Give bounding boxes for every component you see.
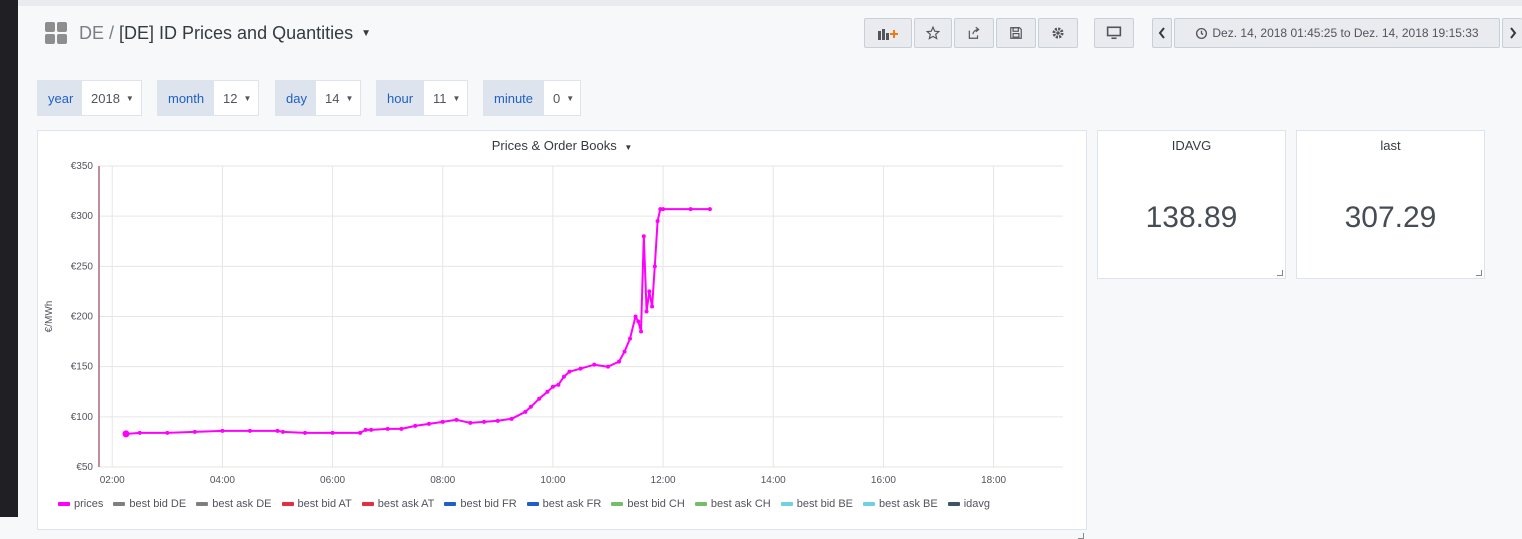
legend-label: prices [74, 498, 104, 510]
variable-month-value: 12 [223, 90, 238, 106]
idavg-value: 138.89 [1145, 201, 1238, 234]
settings-button[interactable] [1038, 18, 1078, 48]
variable-month-select[interactable]: 12 ▼ [213, 80, 259, 116]
caret-down-icon: ▼ [125, 93, 134, 103]
left-sidebar-strip [0, 0, 18, 517]
variable-year-select[interactable]: 2018 ▼ [81, 80, 142, 116]
idavg-stat-panel: IDAVG 138.89 [1097, 130, 1286, 279]
chevron-right-icon [1509, 27, 1516, 39]
variable-day-label: day [275, 80, 315, 116]
clock-icon [1196, 27, 1208, 39]
add-panel-icon [878, 29, 898, 40]
breadcrumb-separator: / [109, 22, 115, 43]
legend-item[interactable]: best bid DE [113, 498, 186, 510]
legend-swatch [444, 502, 457, 506]
legend-swatch [361, 502, 374, 506]
legend-label: best ask DE [212, 498, 272, 510]
chevron-down-icon[interactable]: ▼ [361, 27, 372, 39]
view-mode-button[interactable] [1094, 18, 1134, 48]
resize-handle[interactable] [1277, 270, 1283, 276]
variable-day-value: 14 [325, 90, 340, 106]
variable-day-select[interactable]: 14 ▼ [315, 80, 361, 116]
legend-swatch [694, 502, 707, 506]
time-back-button[interactable] [1152, 18, 1172, 48]
last-title[interactable]: last [1380, 138, 1401, 153]
save-button[interactable] [996, 18, 1036, 48]
legend-swatch [113, 502, 126, 506]
legend-label: best bid DE [129, 498, 187, 510]
legend-label: best ask BE [879, 498, 938, 510]
legend-label: best ask AT [377, 498, 435, 510]
legend-swatch [863, 502, 876, 506]
chevron-left-icon [1158, 27, 1165, 39]
last-value: 307.29 [1344, 201, 1437, 234]
variable-minute-value: 0 [553, 90, 561, 106]
legend-item[interactable]: prices [58, 498, 103, 510]
dashboard-grid-icon [45, 22, 67, 44]
variable-year-value: 2018 [91, 90, 120, 106]
legend-item[interactable]: best ask FR [526, 498, 602, 510]
legend-swatch [58, 502, 70, 506]
legend-swatch [281, 502, 294, 506]
caret-down-icon: ▼ [243, 93, 252, 103]
resize-handle[interactable] [1476, 270, 1482, 276]
time-range-picker[interactable]: Dez. 14, 2018 01:45:25 to Dez. 14, 2018 … [1174, 18, 1500, 48]
legend-label: best bid BE [796, 498, 854, 510]
gear-icon [1052, 27, 1064, 39]
legend-label: idavg [963, 498, 991, 510]
legend-swatch [780, 502, 793, 506]
breadcrumb-folder[interactable]: DE [79, 22, 105, 43]
monitor-icon [1106, 26, 1122, 40]
legend-label: best bid AT [297, 498, 352, 510]
prices-chart-panel: Prices & Order Books ▼ [37, 130, 1087, 539]
dashboard-title[interactable]: [DE] ID Prices and Quantities [119, 22, 354, 43]
legend-item[interactable]: best ask CH [694, 498, 771, 510]
legend-label: best bid CH [627, 498, 685, 510]
legend-swatch [947, 502, 960, 506]
variable-year-label: year [37, 80, 81, 116]
variable-hour-value: 11 [433, 90, 447, 106]
legend-item[interactable]: best bid FR [444, 498, 517, 510]
legend-swatch [611, 502, 624, 506]
variable-hour-select[interactable]: 11 ▼ [423, 80, 468, 116]
idavg-title[interactable]: IDAVG [1171, 138, 1212, 153]
legend-swatch [526, 502, 539, 506]
legend-label: best ask CH [710, 498, 771, 510]
variable-hour-label: hour [376, 80, 423, 116]
top-border [18, 0, 1522, 6]
star-button[interactable] [914, 18, 952, 48]
variable-minute-label: minute [483, 80, 543, 116]
legend-item[interactable]: best ask BE [863, 498, 938, 510]
caret-down-icon[interactable]: ▼ [624, 143, 633, 152]
chart-panel-header[interactable]: Prices & Order Books ▼ [38, 138, 1086, 153]
caret-down-icon: ▼ [566, 93, 575, 103]
legend-item[interactable]: best bid BE [780, 498, 854, 510]
variable-minute-select[interactable]: 0 ▼ [543, 80, 581, 116]
breadcrumb[interactable]: DE / [DE] ID Prices and Quantities ▼ [45, 22, 371, 44]
caret-down-icon: ▼ [452, 93, 461, 103]
legend-item[interactable]: best ask AT [361, 498, 435, 510]
legend-item[interactable]: best bid AT [281, 498, 352, 510]
resize-handle[interactable] [1078, 533, 1084, 539]
legend-item[interactable]: best ask DE [196, 498, 272, 510]
legend-swatch [196, 502, 209, 506]
caret-down-icon: ▼ [345, 93, 354, 103]
save-icon [1010, 27, 1022, 39]
legend-label: best ask FR [542, 498, 602, 510]
share-button[interactable] [954, 18, 994, 48]
legend-label: best bid FR [460, 498, 517, 510]
last-stat-panel: last 307.29 [1296, 130, 1485, 279]
add-panel-button[interactable] [864, 18, 912, 48]
chart-panel-title[interactable]: Prices & Order Books [491, 138, 617, 153]
legend-item[interactable]: idavg [947, 498, 991, 510]
legend-item[interactable]: best bid CH [611, 498, 685, 510]
time-range-label: Dez. 14, 2018 01:45:25 to Dez. 14, 2018 … [1212, 26, 1479, 40]
chart-legend: prices best bid DE best ask DE best bid AT b… [58, 498, 1000, 510]
share-icon [968, 26, 980, 39]
star-icon [926, 26, 940, 40]
time-forward-button[interactable] [1502, 18, 1522, 48]
variable-month-label: month [157, 80, 213, 116]
